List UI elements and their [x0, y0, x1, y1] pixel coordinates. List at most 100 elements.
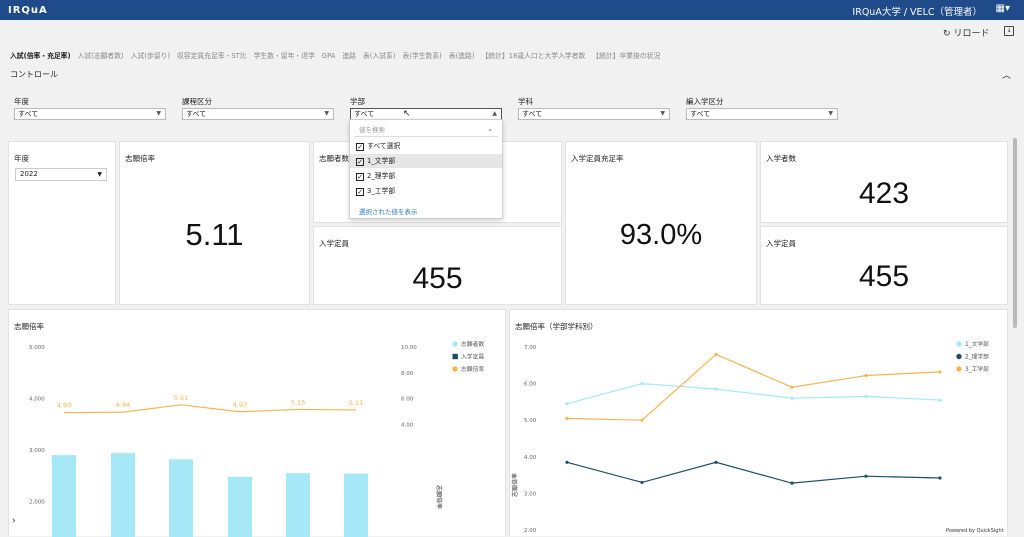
data-label: 4.97 — [233, 401, 247, 409]
top-bar: IRQuA IRQuA大学 / VELC（管理者） ▦▾ — [0, 0, 1024, 20]
data-point — [714, 387, 718, 391]
chevron-up-icon: ▲ — [492, 110, 497, 117]
show-selected-link[interactable]: 選択された値を表示 — [359, 208, 418, 216]
y2-axis-title: 志願倍率 — [435, 485, 443, 509]
filter-label: 学部 — [350, 97, 365, 106]
tab-table-career[interactable]: 表(進路) — [448, 52, 475, 60]
series-line — [566, 461, 941, 484]
data-point — [938, 370, 942, 374]
filter-label: 年度 — [14, 97, 29, 106]
dropdown-search-input[interactable]: 値を検索 ⌕ — [354, 124, 498, 137]
dropdown-item-select-all[interactable]: ✓ すべて選択 — [356, 142, 401, 151]
dropdown-item-ri[interactable]: ✓ 2_理学部 — [356, 172, 396, 181]
bar — [228, 476, 252, 537]
filter-year-select[interactable]: すべて ▼ — [14, 108, 166, 120]
filter-label: 編入学区分 — [686, 97, 724, 106]
user-menu[interactable]: IRQuA大学 / VELC（管理者） — [852, 7, 982, 18]
reload-label: リロード — [953, 29, 990, 39]
filter-department: 学科 すべて ▼ — [518, 96, 670, 120]
data-label: 4.94 — [116, 401, 130, 409]
chevron-down-icon: ▼ — [97, 171, 102, 178]
filter-label: 課程区分 — [182, 97, 212, 106]
tab-gpa[interactable]: GPA — [321, 52, 336, 60]
data-point — [565, 416, 569, 420]
data-label: 5.11 — [349, 399, 363, 407]
data-label: 5.15 — [291, 398, 305, 406]
filter-transfer-select[interactable]: すべて ▼ — [686, 108, 838, 120]
mouse-cursor-icon: ↖ — [403, 109, 411, 119]
y-tick-label: 4,000 — [29, 397, 45, 403]
tab-stats-graduates[interactable]: 【統計】卒業後の状況 — [592, 52, 661, 60]
filter-year: 年度 すべて ▼ — [14, 96, 166, 120]
dropdown-item-ko[interactable]: ✓ 3_工学部 — [356, 187, 396, 196]
kpi-value: 455 — [412, 262, 463, 295]
y-tick-label: 3.00 — [524, 491, 537, 497]
kpi-fill-rate-panel: 入学定員充足率 93.0% — [565, 141, 757, 305]
filter-course-select[interactable]: すべて ▼ — [182, 108, 334, 120]
dropdown-item-bun[interactable]: ✓ 1_文学部 — [350, 154, 502, 168]
chart-title: 志願倍率（学部学科別） — [515, 322, 598, 331]
bar — [286, 473, 310, 537]
filter-course: 課程区分 すべて ▼ — [182, 96, 334, 120]
tab-applicants[interactable]: 入試(志願者数) — [77, 52, 124, 60]
chevron-down-icon: ▼ — [156, 110, 161, 117]
reload-button[interactable]: ↻ リロード — [943, 26, 990, 39]
legend-label: 入学定員 — [461, 353, 484, 361]
legend-swatch — [956, 353, 962, 360]
data-point — [640, 382, 644, 386]
data-point — [938, 476, 942, 480]
legend-swatch — [956, 341, 962, 347]
data-point — [640, 480, 644, 485]
y-tick-label: 5,000 — [29, 345, 45, 351]
kpi-enrolled-panel: 入学者数 423 — [760, 141, 1008, 223]
bar — [52, 455, 76, 537]
tab-capacity[interactable]: 収容定員充足率・ST比 — [176, 52, 247, 60]
y-tick-label: 7.00 — [524, 345, 537, 351]
controls-title: コントロール — [10, 70, 58, 79]
data-label: 4.90 — [57, 402, 71, 410]
y-axis-title: 志願倍率 — [511, 473, 519, 497]
faculty-bairitsu-chart: 2.00 3.00 4.00 5.00 6.00 7.00 志願倍率 1_文学部 2_理学部 3_… — [511, 340, 989, 534]
tab-stats-18[interactable]: 【統計】18歳人口と大学入学者数 — [481, 52, 586, 60]
apps-menu-icon[interactable]: ▦▾ — [995, 3, 1010, 14]
data-point — [864, 373, 868, 378]
data-label: 5.51 — [174, 394, 188, 402]
year-select[interactable]: 2022 ▼ — [15, 168, 107, 181]
tab-yield[interactable]: 入試(歩留り) — [130, 52, 170, 60]
filter-department-select[interactable]: すべて ▼ — [518, 108, 670, 120]
kpi-value: 455 — [858, 260, 910, 293]
tab-table-admission[interactable]: 表(入試系) — [362, 52, 396, 60]
panel-title: 入学者数 — [766, 154, 796, 163]
panel-title: 入学定員 — [766, 239, 796, 248]
tab-students[interactable]: 学生数・留年・退学 — [253, 52, 315, 60]
data-point — [714, 352, 718, 356]
tab-table-students[interactable]: 表(学生数系) — [402, 52, 442, 60]
legend-label: 2_理学部 — [965, 353, 989, 361]
y-tick-label: 2,000 — [29, 500, 45, 506]
data-point — [864, 394, 868, 399]
tab-bairitsu[interactable]: 入試(倍率・充足率) — [10, 52, 71, 60]
y2-tick-label: 10.00 — [401, 345, 417, 351]
y-tick-label: 2.00 — [524, 528, 537, 534]
data-point — [565, 402, 569, 406]
page-scrollbar[interactable] — [1013, 138, 1017, 328]
collapse-icon[interactable]: ︿ — [1002, 71, 1012, 81]
filter-faculty: 学部 すべて ▲ — [350, 96, 502, 120]
reload-icon: ↻ — [943, 29, 951, 39]
y-tick-label: 6.00 — [524, 382, 537, 388]
chart-bairitsu-panel: 志願倍率 2,000 3,000 4,000 5,000 4.00 6.00 8.00 10.… — [8, 309, 506, 537]
legend-label: 志願倍率 — [461, 365, 484, 373]
y2-tick-label: 8.00 — [401, 371, 414, 377]
data-point — [565, 460, 569, 464]
data-point — [714, 460, 718, 464]
faculty-dropdown: 値を検索 ⌕ ✓ すべて選択 ✓ 1_文学部 ✓ 2_理学部 ✓ 3_工学部 選択された値… — [349, 119, 503, 219]
chevron-right-icon[interactable]: › — [12, 516, 16, 526]
tab-career[interactable]: 進路 — [342, 52, 356, 60]
kpi-capacity-panel: 入学定員 455 — [313, 226, 562, 305]
panel-title: 志願者数 — [319, 154, 349, 163]
filter-transfer: 編入学区分 すべて ▼ — [686, 96, 838, 120]
kpi-value: 423 — [858, 177, 910, 210]
download-icon[interactable]: ↓ — [1004, 26, 1014, 36]
y-tick-label: 4.00 — [524, 455, 537, 461]
y2-tick-label: 6.00 — [401, 397, 414, 403]
